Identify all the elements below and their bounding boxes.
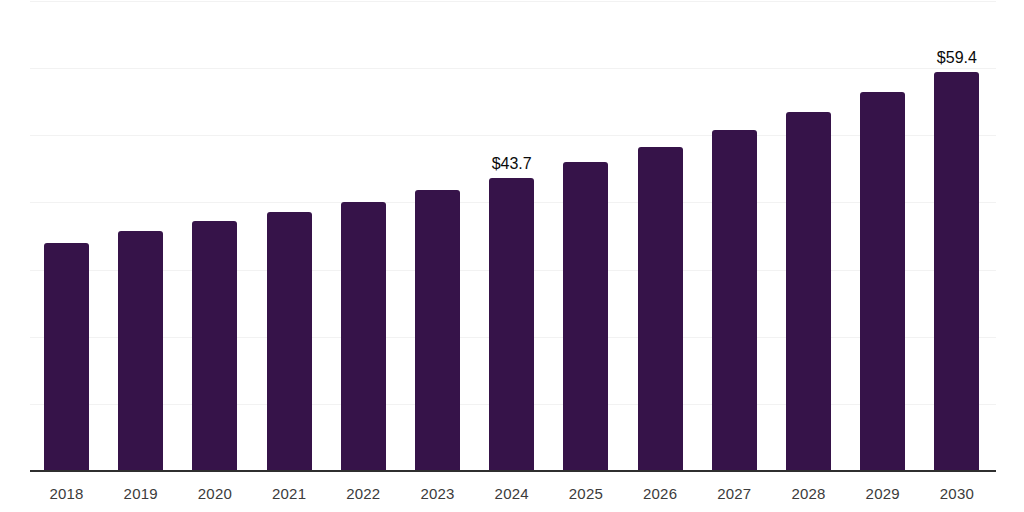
data-label-2030: $59.4 xyxy=(912,49,1002,67)
gridline xyxy=(30,135,996,136)
gridline xyxy=(30,68,996,69)
bar-2023[interactable] xyxy=(415,190,460,471)
x-tick-label-2027: 2027 xyxy=(697,485,771,502)
x-tick-label-2025: 2025 xyxy=(549,485,623,502)
x-tick-label-2026: 2026 xyxy=(623,485,697,502)
bar-2022[interactable] xyxy=(341,202,386,471)
bar-2020[interactable] xyxy=(192,221,237,471)
x-tick-label-2029: 2029 xyxy=(846,485,920,502)
gridline xyxy=(30,1,996,2)
x-tick-label-2018: 2018 xyxy=(30,485,104,502)
x-tick-label-2021: 2021 xyxy=(252,485,326,502)
bar-2025[interactable] xyxy=(563,162,608,471)
bar-2019[interactable] xyxy=(118,231,163,471)
bar-2018[interactable] xyxy=(44,243,89,471)
bar-2030[interactable] xyxy=(934,72,979,471)
bar-2021[interactable] xyxy=(267,212,312,471)
x-tick-label-2019: 2019 xyxy=(104,485,178,502)
x-tick-label-2023: 2023 xyxy=(401,485,475,502)
bar-2026[interactable] xyxy=(638,147,683,471)
bar-chart: 2018201920202021202220232024202520262027… xyxy=(0,0,1024,512)
bar-2024[interactable] xyxy=(489,178,534,471)
bar-2029[interactable] xyxy=(860,92,905,471)
bar-2027[interactable] xyxy=(712,130,757,471)
x-axis-line xyxy=(30,470,996,472)
bar-2028[interactable] xyxy=(786,112,831,471)
data-label-2024: $43.7 xyxy=(467,155,557,173)
x-tick-label-2024: 2024 xyxy=(475,485,549,502)
x-tick-label-2020: 2020 xyxy=(178,485,252,502)
x-tick-label-2022: 2022 xyxy=(326,485,400,502)
x-tick-label-2028: 2028 xyxy=(772,485,846,502)
x-tick-label-2030: 2030 xyxy=(920,485,994,502)
